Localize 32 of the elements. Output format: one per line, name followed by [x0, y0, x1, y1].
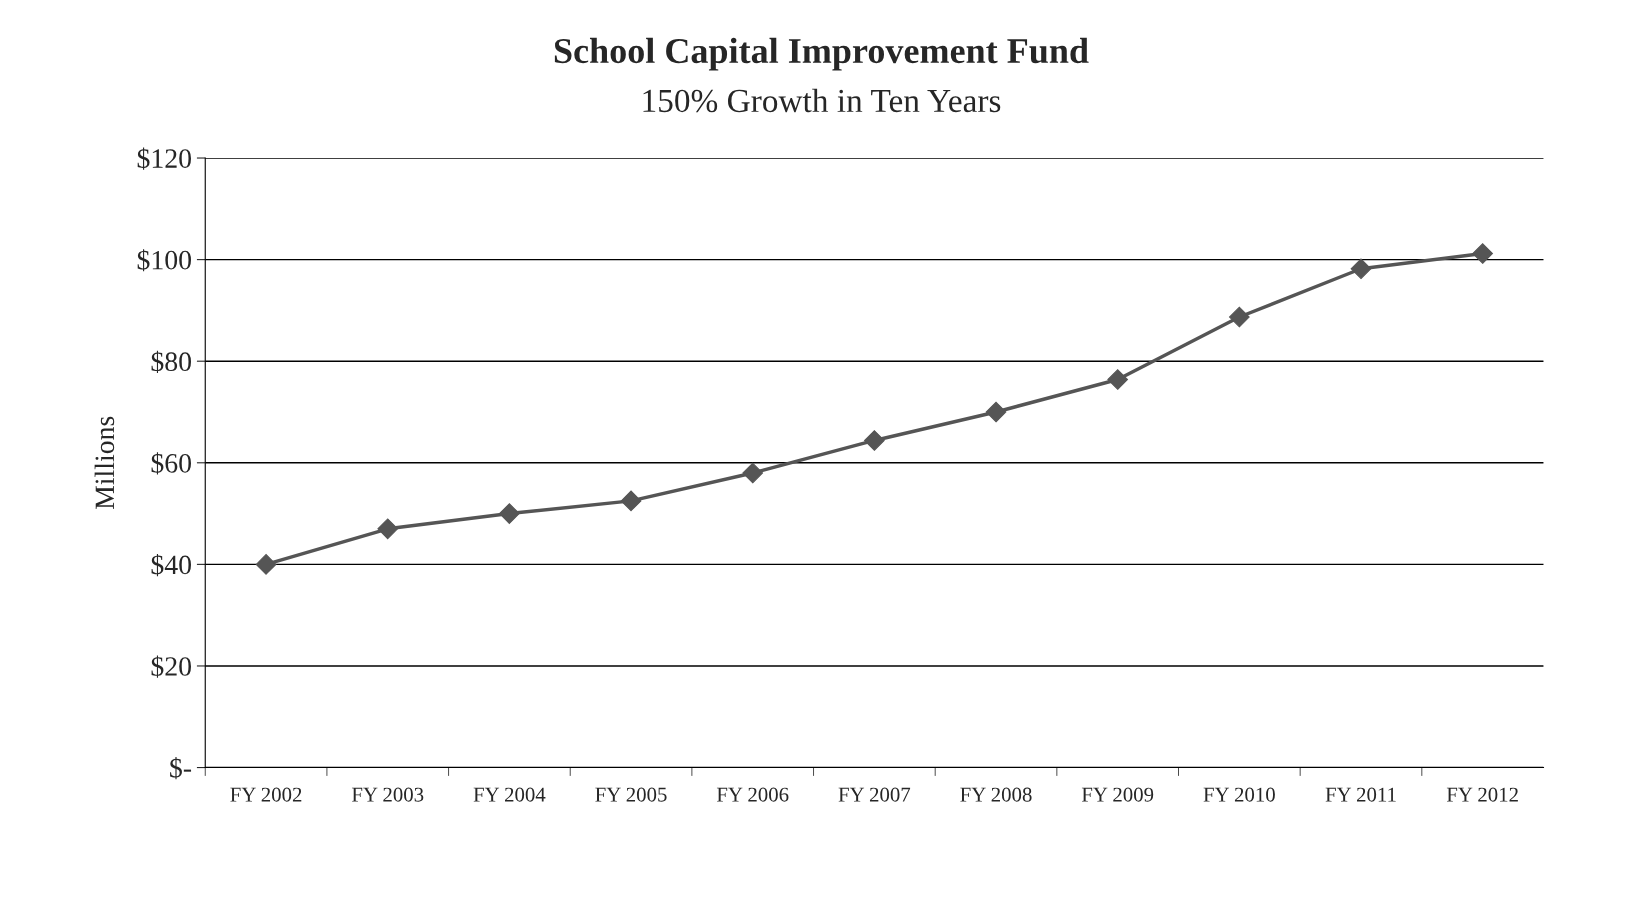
- x-tick-label: FY 2009: [1081, 787, 1154, 802]
- x-tick-label: FY 2008: [960, 787, 1032, 802]
- x-tick-label: FY 2011: [1325, 787, 1396, 802]
- point: [864, 430, 885, 451]
- point: [377, 518, 399, 540]
- y-axis-title: Millions: [94, 416, 115, 510]
- x-tick-label: FY 2003: [351, 787, 424, 802]
- point: [1350, 258, 1372, 280]
- y-tick-label: $20: [151, 655, 191, 678]
- x-tick-label: FY 2002: [230, 787, 302, 802]
- x-tick-label: FY 2012: [1446, 787, 1518, 802]
- y-tick-label: $100: [137, 249, 191, 272]
- point: [620, 490, 642, 512]
- point: [985, 401, 1007, 423]
- point: [255, 554, 277, 575]
- x-tick-label: FY 2006: [716, 787, 789, 802]
- y-tick-label: $80: [151, 350, 191, 373]
- point: [1107, 369, 1129, 390]
- y-tick-label: $-: [170, 757, 192, 780]
- y-tick-label: $40: [151, 553, 191, 577]
- chart-subtitle: 150% Growth in Ten Years: [643, 88, 1001, 113]
- x-tick-label: FY 2005: [595, 787, 667, 802]
- y-tick-label: $60: [151, 452, 191, 475]
- x-tick-label: FY 2004: [473, 787, 546, 802]
- chart-title: School Capital Improvement Fund: [554, 37, 1089, 71]
- point: [1229, 306, 1250, 328]
- point: [742, 462, 764, 484]
- x-tick-label: FY 2010: [1203, 787, 1275, 802]
- y-tick-label: $120: [137, 147, 191, 170]
- x-tick-label: FY 2007: [838, 787, 911, 802]
- point: [499, 503, 520, 524]
- point: [1472, 243, 1493, 264]
